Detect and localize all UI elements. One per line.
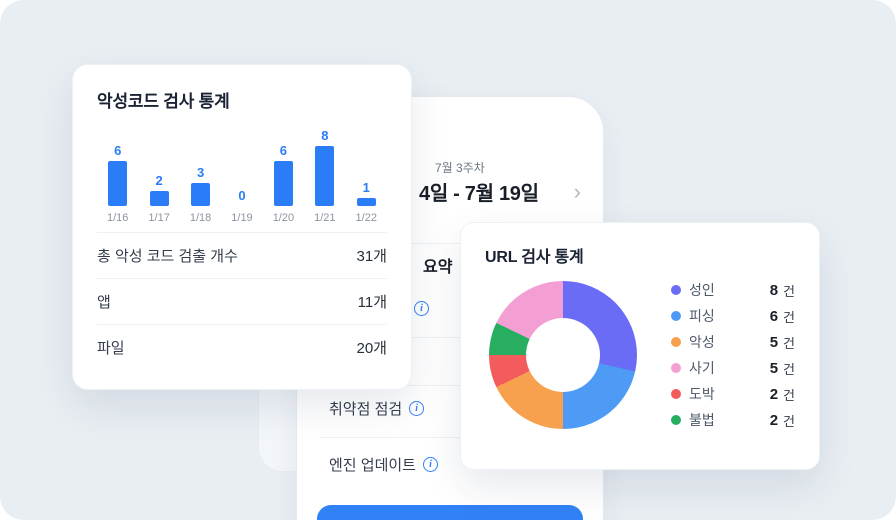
bar-x-label: 1/20 [272, 212, 295, 224]
legend-label: 성인 [689, 282, 715, 298]
bar-column: 6 1/16 [97, 124, 138, 224]
bar-column: 2 1/17 [138, 124, 179, 224]
bar-value-label: 6 [114, 143, 122, 158]
info-icon[interactable]: i [414, 301, 429, 316]
stat-value: 20개 [356, 340, 388, 357]
bar [356, 198, 376, 206]
legend-count: 2 [769, 385, 779, 403]
card-title: URL 검사 통계 [485, 249, 584, 266]
menu-item-engine-update[interactable]: 엔진 업데이트 i [329, 454, 438, 475]
legend-item: 불법 2 건 [671, 411, 795, 429]
info-glyph: i [420, 302, 423, 314]
legend-label: 불법 [689, 412, 715, 428]
divider [321, 437, 579, 438]
menu-item-vulnerability-check[interactable]: 취약점 점검 i [329, 398, 425, 419]
phone-bottom-button[interactable] [317, 505, 583, 520]
bar-column: 8 1/21 [304, 124, 345, 224]
stat-rows: 총 악성 코드 검출 개수 31개 앱 11개 파일 20개 [97, 232, 387, 370]
legend-item: 사기 5 건 [671, 359, 795, 377]
bar-value-label: 6 [279, 143, 288, 158]
card-title: 악성코드 검사 통계 [97, 92, 230, 111]
bar-x-label: 1/22 [355, 212, 377, 224]
stat-row: 총 악성 코드 검출 개수 31개 [97, 232, 387, 278]
legend-unit: 건 [783, 309, 795, 325]
donut-chart [489, 281, 637, 429]
url-card-body: 성인 8 건 피싱 6 건 악성 5 건 사기 [485, 281, 795, 429]
divider [321, 385, 579, 386]
week-label: 7월 3주차 [435, 161, 485, 175]
bar-value-label: 8 [321, 128, 329, 143]
url-stats-card: URL 검사 통계 성인 8 건 피싱 6 건 [460, 222, 820, 470]
stat-row: 앱 11개 [97, 278, 387, 324]
legend-count: 2 [769, 411, 779, 429]
legend-label: 도박 [689, 386, 715, 402]
stat-label: 총 악성 코드 검출 개수 [97, 248, 238, 265]
legend-label: 악성 [689, 334, 715, 350]
bar-value-label: 0 [238, 188, 246, 203]
legend-count: 5 [769, 333, 779, 351]
legend-count: 6 [769, 307, 779, 325]
legend-count: 5 [769, 359, 779, 377]
summary-section-title: 요약 [423, 259, 453, 276]
stat-row: 파일 20개 [97, 324, 387, 370]
legend-unit: 건 [783, 413, 795, 429]
bar-column: 6 1/20 [263, 124, 304, 224]
legend-item: 도박 2 건 [671, 385, 795, 403]
bar-value-label: 2 [155, 173, 163, 188]
bar [191, 183, 211, 206]
legend-item: 성인 8 건 [671, 281, 795, 299]
date-range-row[interactable]: 4일 - 7월 19일 › [419, 177, 581, 206]
bar-column: 1 1/22 [346, 124, 387, 224]
menu-item-label: 취약점 점검 [329, 401, 403, 418]
bar-column: 3 1/18 [180, 124, 221, 224]
bar-x-label: 1/17 [148, 212, 170, 224]
chevron-right-icon: › [573, 178, 581, 204]
legend-unit: 건 [783, 283, 795, 299]
legend-count: 8 [769, 281, 779, 299]
divider [321, 243, 579, 244]
stat-value: 11개 [357, 294, 387, 311]
donut-legend: 성인 8 건 피싱 6 건 악성 5 건 사기 [671, 281, 795, 429]
bar-x-label: 1/19 [231, 212, 253, 224]
legend-label: 사기 [689, 360, 715, 376]
bar-x-label: 1/21 [314, 212, 336, 224]
legend-dot [671, 389, 681, 399]
legend-dot [671, 311, 681, 321]
menu-item-label: 엔진 업데이트 [329, 457, 416, 474]
stat-label: 파일 [97, 340, 125, 357]
bar [315, 146, 335, 206]
date-range-text: 4일 - 7월 19일 [419, 183, 539, 205]
legend-item: 피싱 6 건 [671, 307, 795, 325]
stat-label: 앱 [97, 294, 111, 311]
legend-dot [671, 363, 681, 373]
info-glyph: i [415, 402, 419, 414]
legend-unit: 건 [783, 361, 795, 377]
donut-hole [526, 318, 600, 392]
bar-column: 0 1/19 [221, 124, 262, 224]
malware-stats-card: 악성코드 검사 통계 6 1/16 2 1/17 3 1/18 0 1/19 6 1/20 8 1/2… [72, 64, 412, 390]
bar [149, 191, 169, 206]
bar-x-label: 1/16 [107, 212, 129, 224]
bar-value-label: 3 [196, 165, 205, 180]
info-icon[interactable]: i [409, 401, 425, 416]
legend-item: 악성 5 건 [671, 333, 795, 351]
legend-unit: 건 [783, 387, 795, 403]
legend-dot [671, 415, 681, 425]
info-glyph: i [429, 458, 432, 470]
divider [321, 337, 579, 338]
legend-label: 피싱 [689, 308, 715, 324]
legend-dot [671, 337, 681, 347]
bar-x-label: 1/18 [189, 212, 212, 224]
stat-value: 31개 [356, 248, 388, 265]
legend-dot [671, 285, 681, 295]
bar [108, 161, 128, 206]
info-icon[interactable]: i [422, 457, 438, 472]
bar-value-label: 1 [362, 180, 370, 195]
bar-chart: 6 1/16 2 1/17 3 1/18 0 1/19 6 1/20 8 1/21 1 1/22 [97, 124, 387, 224]
legend-unit: 건 [783, 335, 795, 351]
bar [273, 161, 293, 206]
